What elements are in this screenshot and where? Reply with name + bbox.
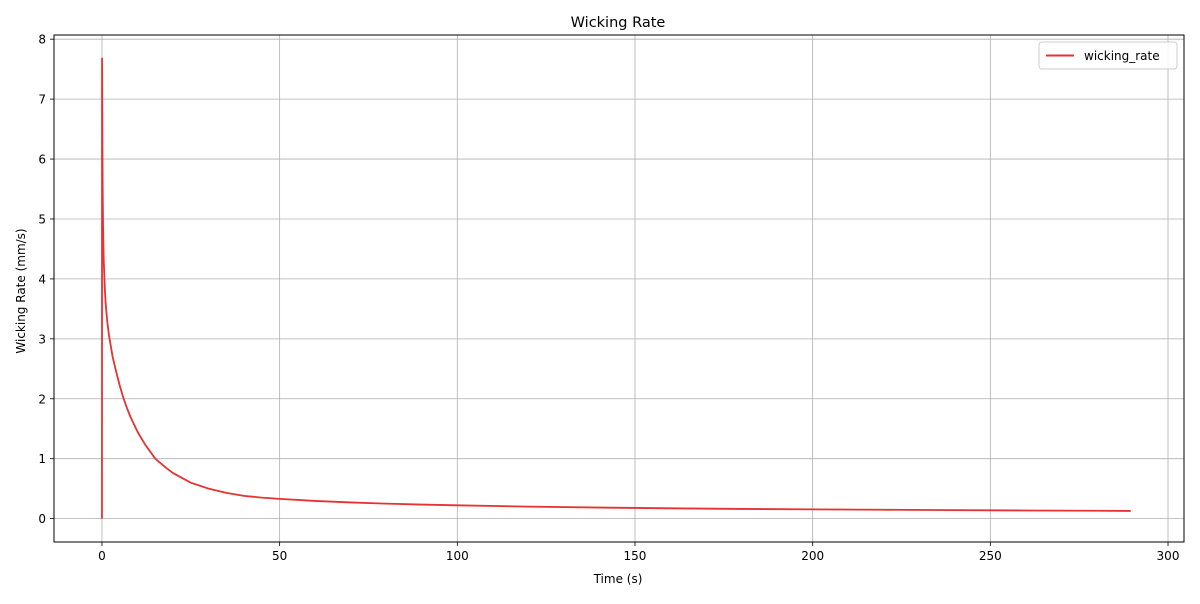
chart-title: Wicking Rate — [571, 15, 666, 31]
y-axis-label: Wicking Rate (mm/s) — [14, 228, 28, 353]
y-tick-label: 2 — [38, 392, 46, 406]
y-tick-label: 1 — [38, 452, 46, 466]
x-tick-label: 200 — [801, 549, 824, 563]
x-axis-label: Time (s) — [593, 572, 643, 586]
legend-label-wicking-rate: wicking_rate — [1084, 49, 1160, 63]
legend: wicking_rate — [1038, 41, 1178, 70]
y-tick-label: 4 — [38, 272, 46, 286]
legend-box — [1038, 41, 1178, 70]
x-tick-label: 300 — [1157, 549, 1180, 563]
y-tick-label: 3 — [38, 332, 46, 346]
y-tick-label: 6 — [38, 153, 46, 167]
series-line-wicking-rate — [101, 57, 1131, 519]
y-tick-label: 5 — [38, 212, 46, 226]
x-tick-label: 150 — [624, 549, 647, 563]
plot-frame — [53, 34, 1185, 543]
y-tick-label: 7 — [38, 93, 46, 107]
y-tick-label: 0 — [38, 512, 46, 526]
x-tick-label: 100 — [446, 549, 469, 563]
x-tick-label: 50 — [272, 549, 287, 563]
y-tick-label: 8 — [38, 33, 46, 47]
x-tick-label: 0 — [98, 549, 106, 563]
ticks-layer: 0 50 100 150 200 250 300 0 1 2 3 4 5 6 7 8 — [38, 33, 1179, 563]
grid-layer — [54, 35, 1184, 542]
x-tick-label: 250 — [979, 549, 1002, 563]
series-layer — [101, 57, 1131, 519]
